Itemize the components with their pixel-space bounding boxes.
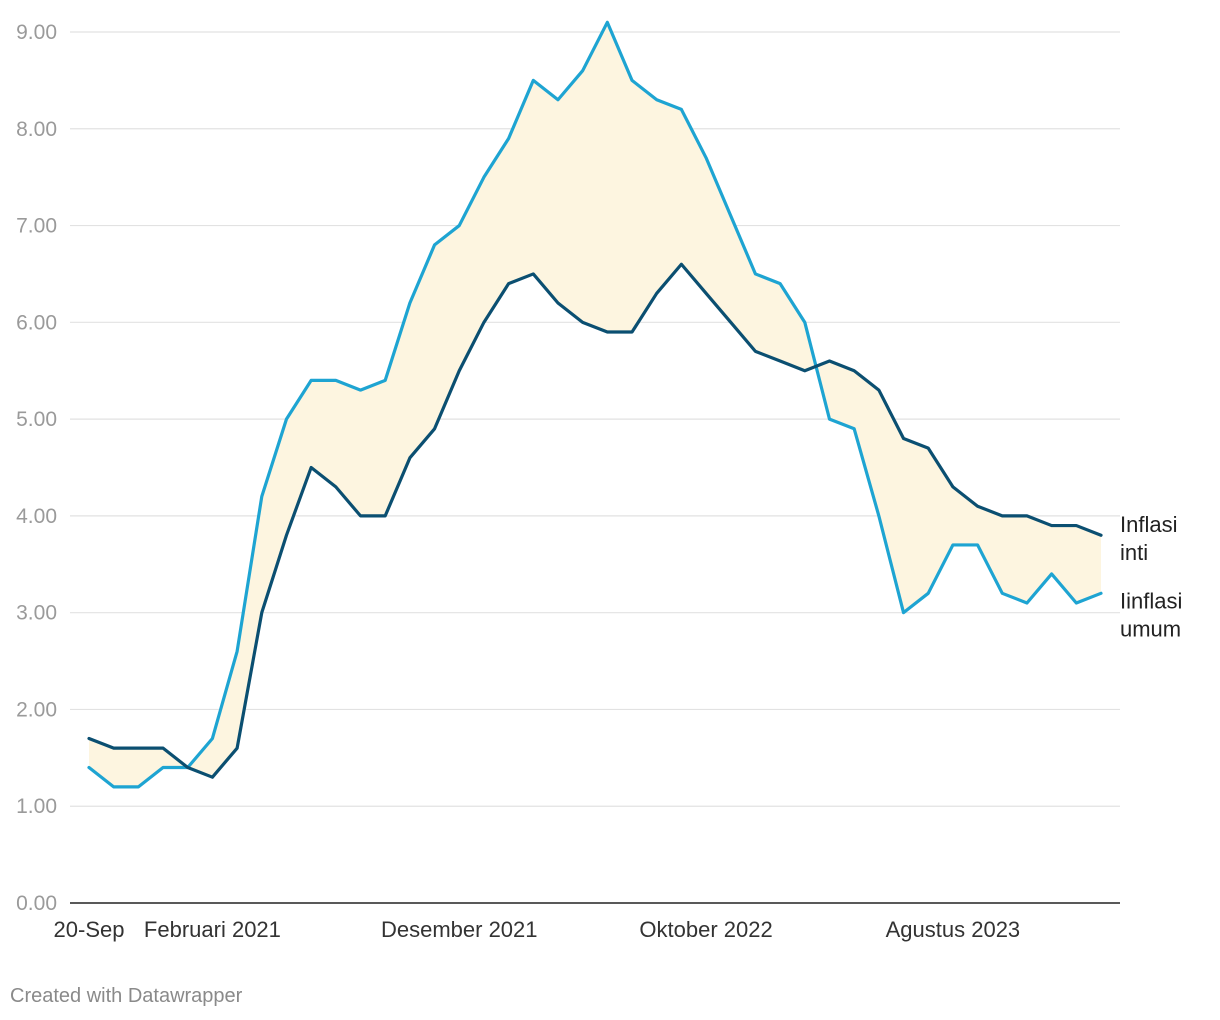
series-labels: Inflasi inti Iinflasi umum <box>1120 512 1182 641</box>
x-tick-label: Desember 2021 <box>381 917 538 942</box>
range-fill <box>89 22 1101 787</box>
y-tick-label: 1.00 <box>16 795 57 818</box>
series-label: Iinflasi <box>1120 588 1182 613</box>
datawrapper-credit: Created with Datawrapper <box>10 985 243 1007</box>
y-tick-label: 0.00 <box>16 892 57 915</box>
y-tick-label: 5.00 <box>16 408 57 431</box>
x-tick-label: Oktober 2022 <box>639 917 772 942</box>
series-label: Inflasi <box>1120 512 1177 537</box>
y-tick-label: 6.00 <box>16 311 57 334</box>
x-axis-tick-labels: 20-Sep Februari 2021 Desember 2021 Oktober … <box>54 917 1021 942</box>
y-tick-label: 4.00 <box>16 505 57 528</box>
y-tick-label: 7.00 <box>16 215 57 238</box>
series-line-inflasi-inti <box>87 262 1103 779</box>
series-lines <box>87 20 1103 789</box>
y-tick-label: 3.00 <box>16 602 57 625</box>
y-tick-label: 8.00 <box>16 118 57 141</box>
series-label: inti <box>1120 540 1148 565</box>
x-tick-label: 20-Sep <box>54 917 125 942</box>
y-axis-tick-labels: 0.00 1.00 2.00 3.00 4.00 5.00 6.00 7.00 8.00 9.00 <box>16 21 57 915</box>
series-label: umum <box>1120 616 1181 641</box>
y-tick-label: 2.00 <box>16 698 57 721</box>
x-tick-label: Agustus 2023 <box>886 917 1021 942</box>
x-tick-label: Februari 2021 <box>144 917 281 942</box>
y-tick-label: 9.00 <box>16 21 57 44</box>
range-fill-area <box>89 22 1101 787</box>
inflation-line-chart: 0.00 1.00 2.00 3.00 4.00 5.00 6.00 7.00 8.00 9.00… <box>16 20 1182 942</box>
series-line-inflasi-umum <box>87 20 1103 789</box>
